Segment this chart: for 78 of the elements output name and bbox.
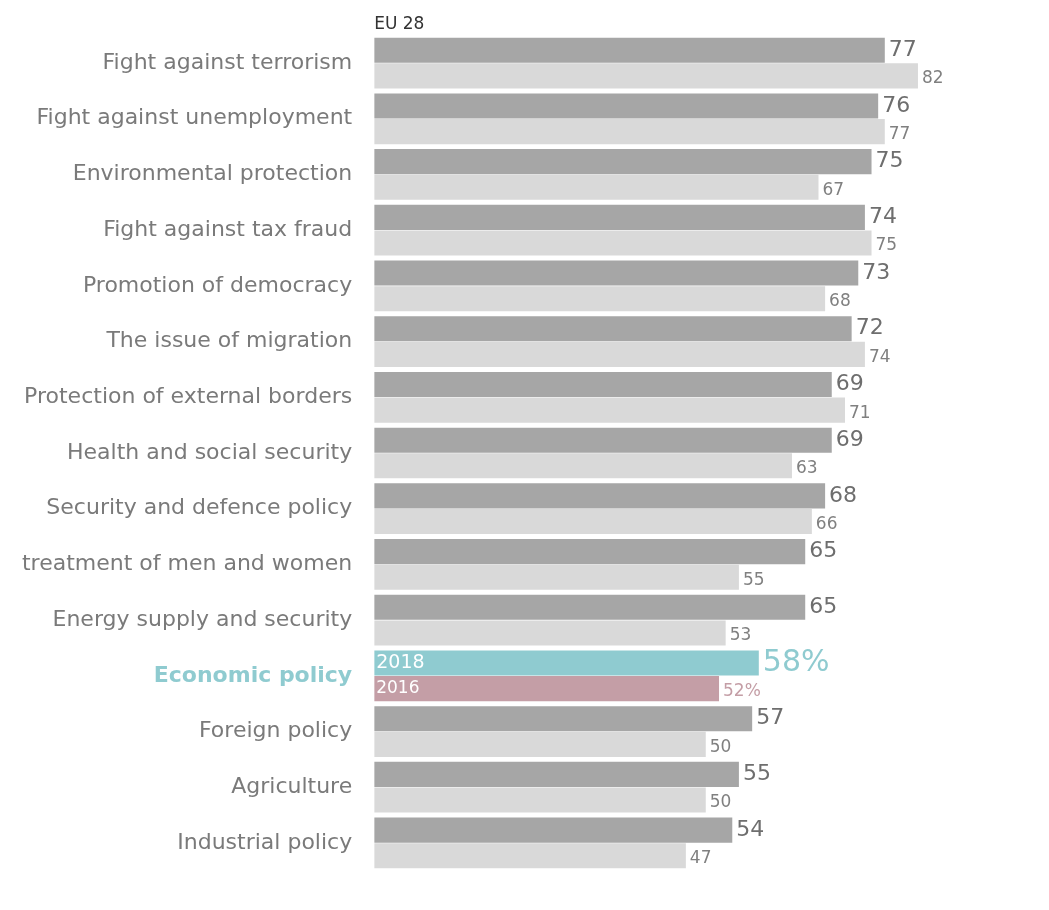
- bar: [374, 427, 832, 453]
- bar: [374, 843, 686, 869]
- y-tick-label: Protection of external borders: [24, 383, 353, 409]
- series-label: 2018: [376, 649, 425, 672]
- data-label: 68: [829, 290, 851, 311]
- data-label: 74: [868, 203, 897, 229]
- bar: [374, 286, 826, 312]
- data-label: 73: [862, 258, 891, 284]
- data-label: 58%: [762, 642, 830, 678]
- y-tick-label: Fight against terrorism: [102, 48, 353, 74]
- data-label: 82: [921, 67, 944, 88]
- bar: [374, 316, 852, 342]
- bar: [374, 371, 832, 398]
- bar: [374, 787, 706, 813]
- bar: [374, 564, 739, 590]
- data-label: 77: [888, 122, 911, 143]
- bar: [374, 508, 812, 535]
- data-label: 75: [875, 147, 904, 173]
- data-label: 68: [829, 481, 858, 507]
- bar: [374, 539, 806, 565]
- bar: [374, 204, 865, 230]
- y-tick-label: Fight against tax fraud: [103, 215, 353, 241]
- bar: [374, 93, 879, 119]
- y-tick-label: Agriculture: [231, 772, 353, 798]
- data-label: 55: [742, 568, 765, 589]
- data-label: 47: [689, 847, 712, 868]
- bar: [374, 174, 819, 200]
- bar: [374, 620, 726, 646]
- data-label: 53: [729, 624, 752, 645]
- bar: [374, 594, 806, 620]
- y-tick-label: Security and defence policy: [46, 494, 353, 520]
- data-label: 65: [809, 537, 838, 563]
- y-tick-label: Industrial policy: [177, 828, 353, 854]
- bar: [374, 761, 739, 787]
- data-label: 74: [868, 345, 891, 366]
- data-label: 75: [875, 234, 898, 255]
- y-tick-label: Promotion of democracy: [82, 271, 353, 297]
- bar: [374, 260, 859, 286]
- bar: [374, 119, 885, 145]
- bar: [374, 453, 792, 479]
- data-label: 63: [795, 457, 818, 478]
- bar: [374, 230, 872, 256]
- y-tick-label: treatment of men and women: [21, 550, 353, 576]
- bar: [374, 817, 733, 843]
- bar: [374, 341, 865, 367]
- y-tick-label: Foreign policy: [198, 717, 353, 743]
- y-tick-label: The issue of migration: [105, 327, 353, 353]
- data-label: 69: [835, 370, 864, 396]
- bar: [374, 63, 918, 89]
- data-label: 76: [882, 91, 911, 117]
- data-label: 50: [709, 791, 732, 812]
- data-label: 55: [742, 760, 771, 786]
- y-tick-label: Economic policy: [153, 661, 353, 687]
- data-label: 72: [855, 314, 884, 340]
- data-label: 69: [835, 425, 864, 451]
- data-label: 65: [809, 593, 838, 619]
- bar: [374, 149, 872, 175]
- y-tick-label: Environmental protection: [72, 160, 353, 186]
- bar: [374, 397, 846, 423]
- bar: [374, 650, 759, 676]
- data-label: 57: [756, 704, 785, 730]
- bar: [374, 676, 720, 702]
- data-label: 54: [736, 815, 765, 841]
- y-tick-label: Health and social security: [67, 438, 353, 464]
- data-label: 67: [822, 178, 845, 199]
- y-tick-label: Energy supply and security: [52, 605, 353, 631]
- series-label: 2016: [376, 677, 420, 698]
- chart-subtitle: EU 28: [374, 13, 425, 34]
- y-tick-label: Fight against unemployment: [36, 104, 353, 130]
- bar: [374, 731, 706, 757]
- data-label: 77: [888, 35, 917, 61]
- data-label: 50: [709, 735, 732, 756]
- data-label: 66: [815, 512, 838, 533]
- bar: [374, 483, 826, 509]
- data-label: 52%: [723, 680, 761, 701]
- bar: [374, 37, 885, 63]
- bar: [374, 706, 753, 732]
- data-label: 71: [849, 401, 871, 422]
